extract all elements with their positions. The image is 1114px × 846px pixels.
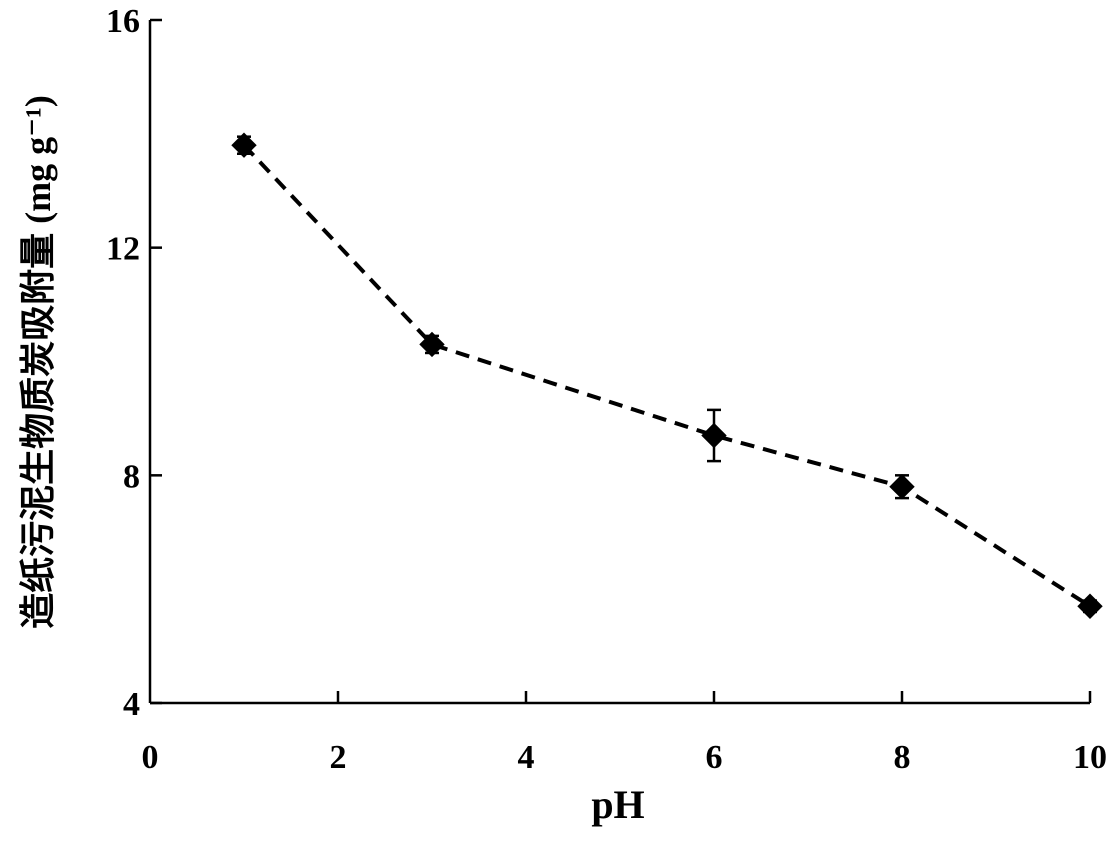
y-tick-label: 4 [123, 686, 140, 723]
x-axis-ticks: 0 2 4 6 8 10 [142, 691, 1107, 776]
x-tick-label: 6 [706, 739, 723, 776]
x-tick-label: 2 [330, 739, 347, 776]
data-point [1077, 593, 1103, 619]
x-tick-label: 10 [1073, 739, 1107, 776]
y-tick-label: 12 [106, 231, 140, 268]
x-axis-title: pH [591, 782, 644, 827]
data-point [701, 422, 727, 449]
y-axis-ticks: 4 8 12 16 [106, 3, 162, 723]
series-line [242, 143, 1092, 608]
y-tick-label: 8 [123, 458, 140, 495]
data-series [231, 132, 1103, 619]
x-tick-label: 8 [894, 739, 911, 776]
axes [148, 20, 1090, 705]
data-point [889, 474, 915, 500]
x-tick-label: 0 [142, 739, 159, 776]
data-point [231, 132, 257, 158]
y-tick-label: 16 [106, 3, 140, 40]
y-axis-title: 造纸污泥生物质炭吸附量 (mg g⁻¹) [18, 95, 58, 629]
data-point [419, 331, 445, 358]
x-tick-label: 4 [518, 739, 535, 776]
